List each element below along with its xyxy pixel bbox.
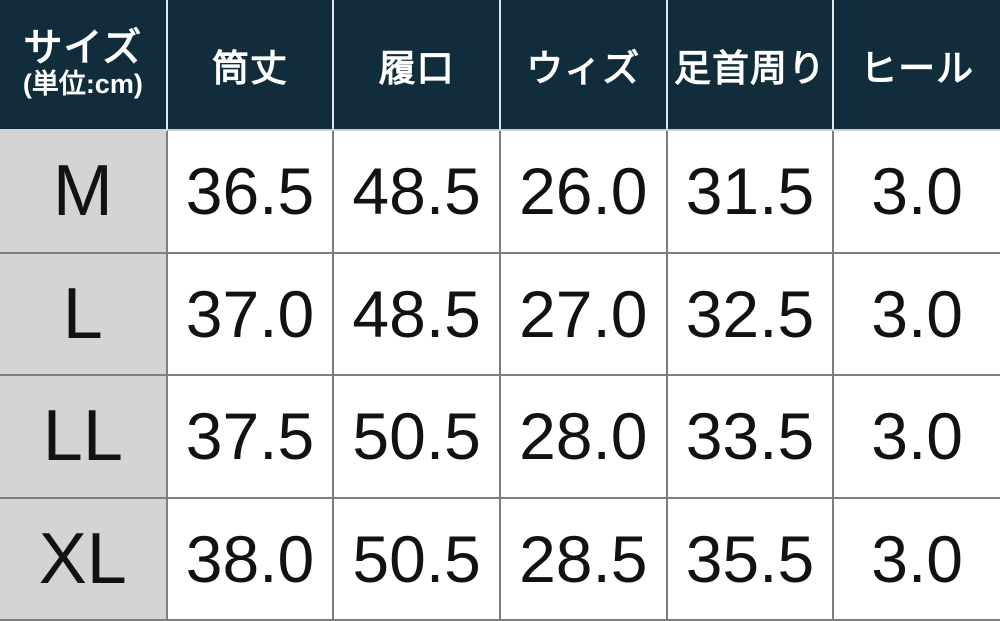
- table-row-m: M 36.5 48.5 26.0 31.5 3.0: [0, 130, 1000, 254]
- value-cell: 28.5: [499, 497, 668, 621]
- value-cell: 3.0: [833, 130, 1000, 254]
- table-row-l: L 37.0 48.5 27.0 32.5 3.0: [0, 252, 1000, 376]
- size-column-unit: (単位:cm): [22, 69, 143, 100]
- table-row-xl: XL 38.0 50.5 28.5 35.5 3.0: [0, 497, 1000, 621]
- header-cell-size: サイズ (単位:cm): [0, 0, 168, 131]
- value-cell: 48.5: [333, 252, 501, 376]
- value-cell: 32.5: [666, 252, 835, 376]
- header-cell-shaft-length: 筒丈: [166, 0, 335, 131]
- header-cell-opening: 履口: [333, 0, 501, 131]
- size-chart-header: サイズ (単位:cm) 筒丈 履口 ウィズ 足首周り ヒール: [0, 0, 1000, 131]
- size-cell-m: M: [0, 130, 168, 254]
- header-cell-heel: ヒール: [833, 0, 1000, 131]
- value-cell: 3.0: [833, 375, 1000, 499]
- header-cell-ankle-circumference: 足首周り: [666, 0, 835, 131]
- value-cell: 31.5: [666, 130, 835, 254]
- header-cell-width: ウィズ: [499, 0, 668, 131]
- table-row-ll: LL 37.5 50.5 28.0 33.5 3.0: [0, 375, 1000, 499]
- size-chart-body: M 36.5 48.5 26.0 31.5 3.0 L 37.0 48.5 27…: [0, 130, 1000, 621]
- value-cell: 50.5: [333, 497, 501, 621]
- value-cell: 33.5: [666, 375, 835, 499]
- size-cell-l: L: [0, 252, 168, 376]
- value-cell: 38.0: [166, 497, 335, 621]
- value-cell: 37.5: [166, 375, 335, 499]
- size-column-label: サイズ: [23, 27, 143, 71]
- value-cell: 3.0: [833, 252, 1000, 376]
- value-cell: 28.0: [499, 375, 668, 499]
- value-cell: 36.5: [166, 130, 335, 254]
- size-cell-ll: LL: [0, 375, 168, 499]
- value-cell: 27.0: [499, 252, 668, 376]
- size-cell-xl: XL: [0, 497, 168, 621]
- value-cell: 37.0: [166, 252, 335, 376]
- header-row: サイズ (単位:cm) 筒丈 履口 ウィズ 足首周り ヒール: [0, 0, 1000, 131]
- value-cell: 3.0: [833, 497, 1000, 621]
- value-cell: 26.0: [499, 130, 668, 254]
- value-cell: 50.5: [333, 375, 501, 499]
- value-cell: 48.5: [333, 130, 501, 254]
- value-cell: 35.5: [666, 497, 835, 621]
